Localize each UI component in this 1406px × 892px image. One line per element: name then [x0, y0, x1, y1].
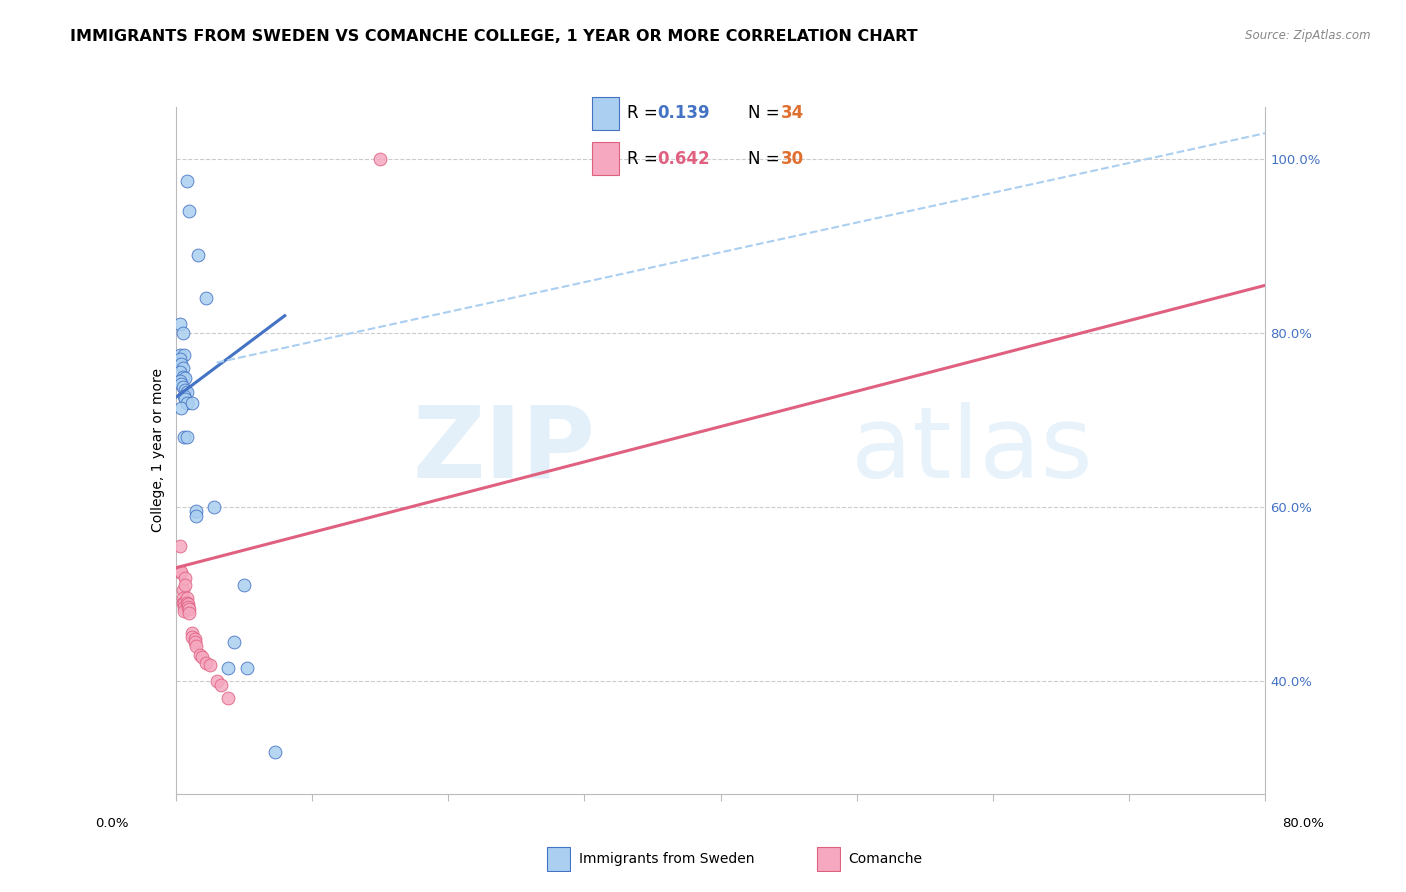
Point: [186, 504, 208, 518]
Point: [184, 632, 207, 647]
Point: [172, 582, 194, 597]
Point: [172, 596, 194, 610]
Text: 0.642: 0.642: [658, 150, 710, 168]
Point: [172, 360, 194, 375]
Point: [174, 392, 197, 406]
Point: [173, 604, 195, 618]
Point: [172, 369, 194, 384]
Point: [169, 348, 191, 362]
Bar: [592, 142, 619, 175]
Point: [184, 634, 207, 648]
Point: [194, 291, 217, 305]
Text: R =: R =: [627, 150, 664, 168]
Point: [186, 639, 208, 653]
Point: [181, 626, 204, 640]
Point: [174, 383, 197, 397]
Point: [179, 204, 201, 219]
Point: [172, 326, 194, 340]
Point: [173, 596, 195, 610]
Text: Source: ZipAtlas.com: Source: ZipAtlas.com: [1246, 29, 1371, 42]
Point: [179, 606, 201, 620]
Point: [170, 357, 193, 371]
Text: Immigrants from Sweden: Immigrants from Sweden: [579, 852, 755, 866]
Text: IMMIGRANTS FROM SWEDEN VS COMANCHE COLLEGE, 1 YEAR OR MORE CORRELATION CHART: IMMIGRANTS FROM SWEDEN VS COMANCHE COLLE…: [70, 29, 918, 44]
Point: [172, 591, 194, 606]
Point: [368, 152, 391, 166]
Point: [169, 365, 191, 379]
Point: [217, 661, 239, 675]
Point: [202, 500, 225, 514]
Point: [173, 389, 195, 403]
Point: [169, 539, 191, 553]
Point: [264, 745, 287, 759]
Point: [190, 649, 212, 664]
Point: [186, 508, 208, 523]
Point: [174, 571, 197, 585]
Point: [194, 657, 217, 671]
Point: [173, 599, 195, 614]
Point: [181, 631, 204, 645]
Text: 30: 30: [780, 150, 804, 168]
Y-axis label: College, 1 year or more: College, 1 year or more: [150, 368, 165, 533]
Point: [198, 658, 221, 673]
Text: N =: N =: [748, 150, 785, 168]
Point: [177, 599, 200, 614]
Text: N =: N =: [748, 104, 785, 122]
Point: [176, 430, 198, 444]
Point: [235, 661, 257, 675]
Point: [176, 385, 198, 400]
Point: [174, 371, 197, 385]
Point: [169, 318, 191, 332]
Point: [209, 678, 232, 692]
Point: [224, 634, 246, 648]
Point: [205, 673, 228, 688]
Point: [169, 374, 191, 388]
Text: 0.0%: 0.0%: [96, 817, 129, 830]
Point: [174, 578, 197, 592]
Point: [176, 174, 198, 188]
Point: [217, 691, 239, 706]
Point: [176, 596, 198, 610]
Text: atlas: atlas: [852, 402, 1092, 499]
Text: 34: 34: [780, 104, 804, 122]
Point: [176, 591, 198, 606]
Point: [170, 565, 193, 579]
Point: [181, 395, 204, 409]
Point: [169, 565, 191, 579]
Point: [173, 430, 195, 444]
Point: [177, 598, 200, 612]
Point: [170, 401, 193, 415]
Text: 80.0%: 80.0%: [1282, 817, 1324, 830]
Text: R =: R =: [627, 104, 664, 122]
Text: ZIP: ZIP: [412, 402, 595, 499]
Point: [169, 352, 191, 367]
Point: [179, 601, 201, 615]
Point: [170, 376, 193, 391]
Point: [232, 578, 254, 592]
Point: [172, 380, 194, 394]
Bar: [592, 97, 619, 130]
Point: [173, 348, 195, 362]
Text: Comanche: Comanche: [848, 852, 922, 866]
Point: [186, 248, 209, 262]
Text: 0.139: 0.139: [658, 104, 710, 122]
Point: [188, 648, 211, 662]
Point: [176, 395, 198, 409]
